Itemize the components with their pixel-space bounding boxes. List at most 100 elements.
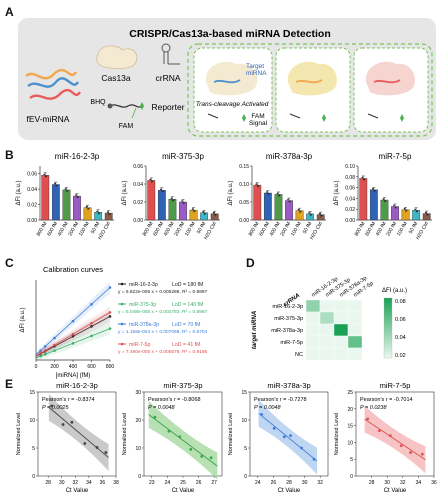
heatmap-cell	[319, 311, 335, 325]
heatmap-cell	[347, 323, 363, 337]
x-tick-label: 600	[87, 364, 96, 370]
data-point	[71, 319, 75, 323]
data-point	[108, 311, 112, 314]
data-point	[53, 343, 56, 347]
data-point	[87, 207, 90, 210]
data-point	[90, 334, 93, 338]
heatmap-row-label: miR-16-2-3p	[272, 304, 303, 310]
x-axis-label: Ct Value	[384, 488, 407, 494]
data-point	[153, 415, 157, 419]
bar	[380, 199, 389, 221]
x-tick-label: 50 fM	[302, 221, 313, 235]
bar	[274, 194, 283, 221]
heatmap-legend-bar	[383, 297, 393, 359]
bar	[157, 190, 166, 221]
y-tick-label: 0.04	[27, 187, 37, 193]
data-point	[287, 198, 289, 201]
x-tick-label: 36	[431, 480, 437, 486]
panel-a-schematic: CRISPR/Cas13a-based miRNA Detection fEV-…	[18, 18, 436, 140]
heatmap-cell	[305, 311, 321, 325]
data-point	[43, 345, 47, 348]
x-tick-label: 30	[302, 480, 308, 486]
x-tick-label: 800	[106, 364, 115, 370]
detection-box-2	[275, 47, 351, 133]
data-point	[320, 214, 323, 217]
data-point	[374, 189, 376, 192]
heatmap-cell	[305, 335, 321, 349]
x-tick-label: 100 fM	[396, 221, 409, 237]
y-tick-label: 15	[241, 390, 247, 396]
mirna-strand-orange	[25, 68, 78, 80]
calibration-series-3: miR-378a-3p LoD = 70 fMy = 1.158e-004 x +…	[35, 281, 208, 358]
legend-lod: LoD = 70 fM	[172, 322, 200, 328]
data-point	[64, 188, 67, 190]
legend-equation: y = 5.048e-005 x + 0.002783, R² = 0.9867	[118, 309, 208, 315]
legend-tick-label: 0.06	[395, 317, 406, 323]
y-tick-label: 0.00	[133, 218, 143, 224]
panel-d-heatmap: crRNAmiR-16-2-3pmiR-375-3pmiR-378a-3pmiR…	[252, 275, 407, 361]
data-point	[424, 211, 427, 214]
data-point	[308, 212, 310, 214]
heatmap-cell	[319, 347, 335, 361]
heatmap-legend-title: ΔFI (a.u.)	[382, 288, 407, 294]
y-tick-label: 0	[32, 474, 35, 480]
x-tick-label: 30	[384, 480, 390, 486]
x-tick-label: 50 fM	[408, 221, 419, 235]
x-tick-label: 400	[69, 364, 78, 370]
y-axis-label: ΔFI (a.u.)	[228, 180, 234, 205]
data-point	[388, 434, 392, 438]
bar	[62, 189, 71, 221]
y-tick-label: 0.08	[345, 175, 355, 181]
p-value-label: P = 0.0025	[42, 405, 69, 411]
x-axis-label: Ct Value	[278, 488, 301, 494]
data-point	[278, 194, 281, 197]
heatmap-cell	[333, 347, 349, 361]
bar-chart-title: miR-16-2-3p	[55, 152, 100, 161]
data-point	[405, 209, 408, 212]
mirna-strand-red	[29, 88, 82, 100]
data-point	[409, 451, 412, 454]
plot-frame	[355, 391, 435, 477]
data-point	[403, 207, 406, 210]
panel-a-title: CRISPR/Cas13a-based miRNA Detection	[129, 28, 331, 40]
x-tick-label: 28	[286, 480, 292, 486]
x-tick-label: 27	[211, 480, 217, 486]
legend-tick-label: 0.02	[395, 353, 406, 359]
y-axis-label: Normalized Level	[334, 413, 340, 456]
data-point	[193, 210, 196, 212]
data-point	[189, 448, 193, 451]
y-axis-label: ΔFI (a.u.)	[334, 180, 340, 205]
legend-equation: y = 7.490e-005 x + 0.005579, R² = 0.9185	[118, 349, 208, 355]
heatmap-cell	[347, 311, 363, 325]
data-point	[104, 451, 108, 454]
correlation-title: miR-375-3p	[163, 381, 202, 390]
legend-marker	[120, 302, 124, 306]
data-point	[61, 423, 65, 426]
data-point	[416, 210, 418, 213]
fev-mirna-label: fEV-miRNA	[27, 114, 70, 124]
data-point	[70, 420, 74, 424]
data-point	[43, 173, 46, 176]
reporter-label: Reporter	[151, 102, 184, 112]
target-label: Target	[246, 63, 264, 70]
data-point	[414, 208, 416, 211]
data-point	[212, 211, 215, 214]
panel-letter-e: E	[5, 377, 14, 391]
data-point	[151, 180, 154, 183]
data-point	[178, 435, 182, 439]
y-axis-label: Normalized Level	[122, 413, 128, 456]
data-point	[39, 351, 42, 355]
calibration-title: Calibration curves	[43, 265, 103, 274]
x-axis-label: Ct Value	[66, 488, 89, 494]
y-tick-label: 0.06	[27, 172, 37, 178]
legend-marker	[120, 322, 124, 326]
y-tick-label: 10	[241, 418, 247, 424]
x-tick-label: 100 fM	[78, 221, 91, 237]
data-point	[378, 429, 381, 433]
crrna-label: crRNA	[155, 73, 180, 83]
data-point	[260, 413, 264, 416]
y-tick-label: 0.04	[133, 182, 143, 188]
plot-frame	[37, 391, 117, 477]
data-point	[85, 205, 88, 208]
y-tick-label: 5	[32, 446, 35, 452]
